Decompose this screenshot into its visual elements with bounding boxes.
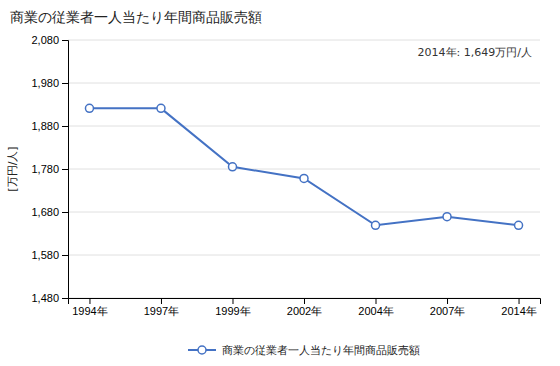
- annotation: 2014年: 1,649万円/人: [418, 46, 532, 59]
- tick-mark: [62, 40, 68, 41]
- x-tick: 2004年: [358, 298, 393, 317]
- tick-label: 1994年: [72, 305, 107, 317]
- point: [228, 163, 236, 171]
- y-tick: 1,780: [31, 163, 68, 175]
- point: [300, 174, 308, 182]
- tick-label: 1,980: [31, 77, 59, 89]
- grid-line: [68, 255, 540, 256]
- grid-line: [68, 126, 540, 127]
- legend-marker: [198, 346, 206, 354]
- y-tick: 1,880: [31, 120, 68, 132]
- tick-mark: [519, 298, 520, 304]
- tick-mark: [62, 83, 68, 84]
- tick-mark: [161, 298, 162, 304]
- point: [372, 221, 380, 229]
- y-tick: 1,980: [31, 77, 68, 89]
- tick-label: 2,080: [31, 34, 59, 46]
- y-axis: 1,480 1,580 1,680 1,780 1,880 1,980 2,080: [31, 34, 68, 304]
- tick-mark: [62, 169, 68, 170]
- grid-line: [68, 40, 540, 41]
- x-axis: 1994年 1997年 1999年 2002年 2004年 2007年 2014年: [69, 298, 541, 317]
- tick-label: 2007年: [430, 305, 465, 317]
- x-tick: 2014年: [501, 298, 536, 317]
- marks: [85, 104, 522, 229]
- grid-line: [68, 83, 540, 84]
- x-tick: 1994年: [72, 298, 107, 317]
- grid: [68, 40, 540, 298]
- axis-line: [62, 41, 69, 299]
- tick-label: 2014年: [501, 305, 536, 317]
- tick-mark: [62, 298, 68, 299]
- legend-label: 商業の従業者一人当たり年間商品販売額: [222, 344, 420, 357]
- tick-mark: [232, 298, 233, 304]
- tick-label: 1999年: [215, 305, 250, 317]
- tick-mark: [447, 298, 448, 304]
- tick-mark: [304, 298, 305, 304]
- legend: 商業の従業者一人当たり年間商品販売額: [188, 344, 420, 357]
- legend-item: 商業の従業者一人当たり年間商品販売額: [188, 344, 420, 357]
- tick-mark: [62, 212, 68, 213]
- tick-label: 1997年: [144, 305, 179, 317]
- y-axis-title: [万円/人]: [6, 146, 19, 191]
- chart: 商業の従業者一人当たり年間商品販売額1,4801,5801,6801,7801,…: [0, 0, 560, 366]
- title: 商業の従業者一人当たり年間商品販売額: [10, 9, 262, 25]
- tick-label: 2004年: [358, 305, 393, 317]
- y-tick: 1,680: [31, 206, 68, 218]
- x-tick: 1997年: [144, 298, 179, 317]
- x-tick: 2007年: [430, 298, 465, 317]
- tick-label: 1,780: [31, 163, 59, 175]
- y-tick: 1,480: [31, 292, 68, 304]
- point: [85, 104, 93, 112]
- grid-line: [68, 169, 540, 170]
- x-tick: 2002年: [287, 298, 322, 317]
- tick-mark: [62, 255, 68, 256]
- tick-label: 1,580: [31, 249, 59, 261]
- y-tick: 1,580: [31, 249, 68, 261]
- tick-label: 1,880: [31, 120, 59, 132]
- x-tick: 1999年: [215, 298, 250, 317]
- axis-line: [69, 299, 541, 305]
- point: [157, 104, 165, 112]
- tick-mark: [376, 298, 377, 304]
- tick-mark: [62, 126, 68, 127]
- y-tick: 2,080: [31, 34, 68, 46]
- tick-label: 1,480: [31, 292, 59, 304]
- tick-label: 1,680: [31, 206, 59, 218]
- line: [89, 108, 518, 225]
- point: [443, 213, 451, 221]
- plot-area: 1,480 1,580 1,680 1,780 1,880 1,980 2,080 1994年…: [31, 34, 540, 317]
- tick-label: 2002年: [287, 305, 322, 317]
- point: [515, 221, 523, 229]
- tick-mark: [89, 298, 90, 304]
- grid-line: [68, 212, 540, 213]
